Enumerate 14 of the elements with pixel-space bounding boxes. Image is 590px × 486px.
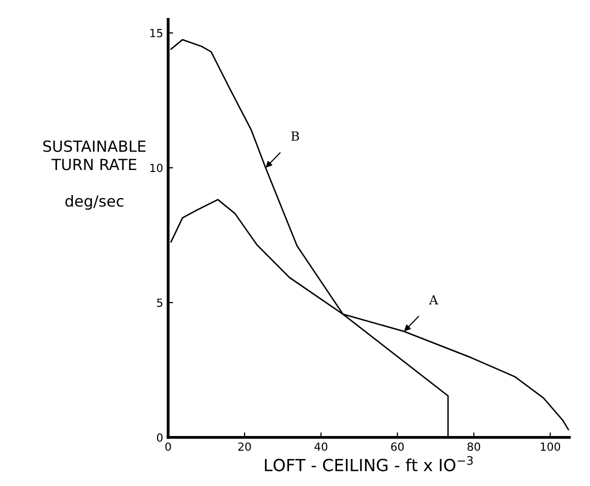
y-tick-label: 10	[150, 164, 163, 172]
x-tick-label: 80	[468, 442, 480, 451]
text: A	[429, 295, 438, 304]
x-tick-label: 0	[165, 442, 171, 451]
x-tick-label: 20	[238, 442, 251, 451]
x-tick-label: 60	[391, 442, 404, 451]
y-tick-label: 15	[150, 29, 162, 38]
x-tick-label: 100	[540, 442, 560, 451]
text: SUSTAINABLE TURN RATE deg/sec	[43, 140, 146, 210]
x-tick-label: 40	[314, 442, 328, 451]
y-tick-label: 5	[157, 298, 162, 307]
text: B	[291, 132, 300, 141]
y-tick-label: 0	[156, 433, 163, 442]
x-axis-title: LOFT - CEILING - ft x IO$^{−3}$	[264, 456, 473, 472]
